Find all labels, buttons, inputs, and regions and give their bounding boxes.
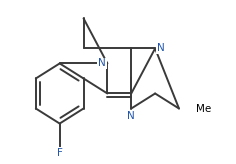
Text: N: N xyxy=(98,58,106,68)
Text: Me: Me xyxy=(196,103,211,113)
Text: N: N xyxy=(127,111,135,121)
Text: F: F xyxy=(57,148,63,158)
Text: N: N xyxy=(156,43,164,53)
